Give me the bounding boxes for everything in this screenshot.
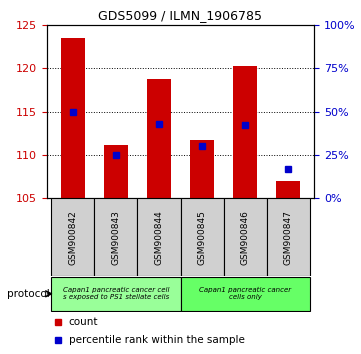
Title: GDS5099 / ILMN_1906785: GDS5099 / ILMN_1906785 [99,9,262,22]
Text: Capan1 pancreatic cancer cell
s exposed to PS1 stellate cells: Capan1 pancreatic cancer cell s exposed … [62,287,169,301]
Bar [147,79,171,198]
Bar [138,198,180,276]
Text: GSM900847: GSM900847 [284,210,293,265]
Bar [104,145,128,198]
Bar [223,198,267,276]
Text: GSM900845: GSM900845 [197,210,206,265]
Text: GSM900844: GSM900844 [155,210,164,264]
Bar [51,198,94,276]
Bar [180,198,223,276]
Text: GSM900846: GSM900846 [241,210,249,265]
Bar [190,140,214,198]
Bar [94,198,138,276]
Bar [277,181,300,198]
Bar [180,277,310,311]
Text: Capan1 pancreatic cancer
cells only: Capan1 pancreatic cancer cells only [199,287,291,301]
Bar [267,198,310,276]
Text: protocol: protocol [7,289,50,299]
Bar [61,38,84,198]
Text: GSM900842: GSM900842 [68,210,77,264]
Bar [51,277,180,311]
Bar [233,65,257,198]
Text: count: count [69,317,98,327]
Text: GSM900843: GSM900843 [112,210,120,265]
Text: percentile rank within the sample: percentile rank within the sample [69,335,244,345]
